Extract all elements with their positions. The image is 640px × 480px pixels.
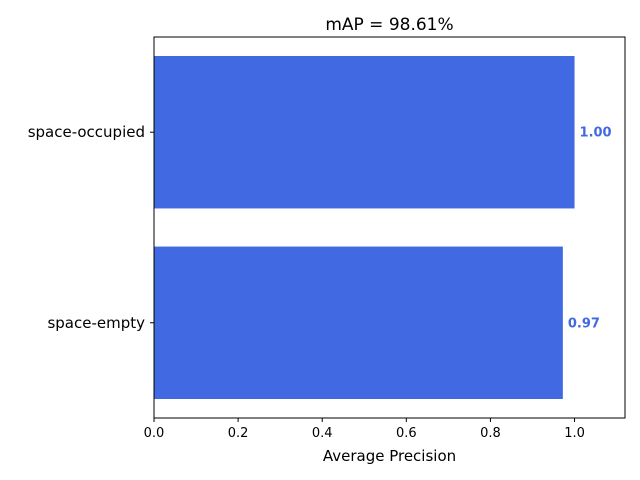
plot-frame [153,36,626,419]
y-axis-ticks: space-empty space-occupied [28,123,154,332]
x-tick-label: 0.2 [228,426,249,441]
x-axis-ticks: 0.0 0.2 0.4 0.6 0.8 1.0 [144,418,585,441]
y-tick-label-space-occupied: space-occupied [28,123,145,141]
x-tick-label: 1.0 [564,426,585,441]
data-label-space-empty: 0.97 [568,316,600,331]
x-tick-label: 0.4 [312,426,333,441]
data-label-space-occupied: 1.00 [580,126,612,141]
data-labels-group: 0.97 1.00 [568,126,612,332]
x-axis-label: Average Precision [323,447,456,465]
x-tick-label: 0.0 [144,426,165,441]
bars-group [154,56,575,399]
x-tick-label: 0.6 [396,426,417,441]
y-tick-label-space-empty: space-empty [47,314,145,332]
x-tick-label: 0.8 [480,426,501,441]
bar-space-empty [154,246,563,399]
chart-title: mAP = 98.61% [325,15,453,35]
bar-space-occupied [154,56,575,209]
